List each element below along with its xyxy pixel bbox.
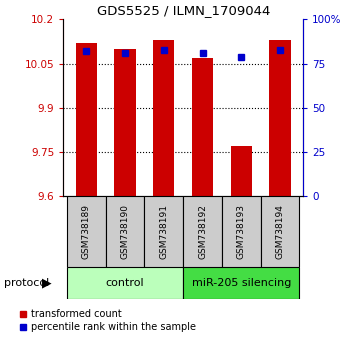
Title: GDS5525 / ILMN_1709044: GDS5525 / ILMN_1709044 xyxy=(96,4,270,17)
FancyBboxPatch shape xyxy=(67,267,183,299)
Text: protocol: protocol xyxy=(4,278,49,288)
Bar xyxy=(153,40,174,196)
FancyBboxPatch shape xyxy=(261,196,299,267)
Bar xyxy=(114,49,136,196)
Text: GSM738191: GSM738191 xyxy=(159,204,168,259)
Text: GSM738190: GSM738190 xyxy=(121,204,130,259)
Bar xyxy=(231,146,252,196)
Legend: transformed count, percentile rank within the sample: transformed count, percentile rank withi… xyxy=(19,309,196,332)
FancyBboxPatch shape xyxy=(183,267,299,299)
Bar xyxy=(76,43,97,196)
Text: ▶: ▶ xyxy=(42,277,52,290)
FancyBboxPatch shape xyxy=(183,196,222,267)
Text: GSM738192: GSM738192 xyxy=(198,204,207,259)
Text: GSM738193: GSM738193 xyxy=(237,204,246,259)
FancyBboxPatch shape xyxy=(144,196,183,267)
Text: miR-205 silencing: miR-205 silencing xyxy=(192,278,291,288)
Bar xyxy=(192,58,213,196)
FancyBboxPatch shape xyxy=(67,196,106,267)
Text: GSM738189: GSM738189 xyxy=(82,204,91,259)
Text: GSM738194: GSM738194 xyxy=(275,204,284,259)
Text: control: control xyxy=(106,278,144,288)
FancyBboxPatch shape xyxy=(106,196,144,267)
FancyBboxPatch shape xyxy=(222,196,261,267)
Bar xyxy=(269,40,291,196)
